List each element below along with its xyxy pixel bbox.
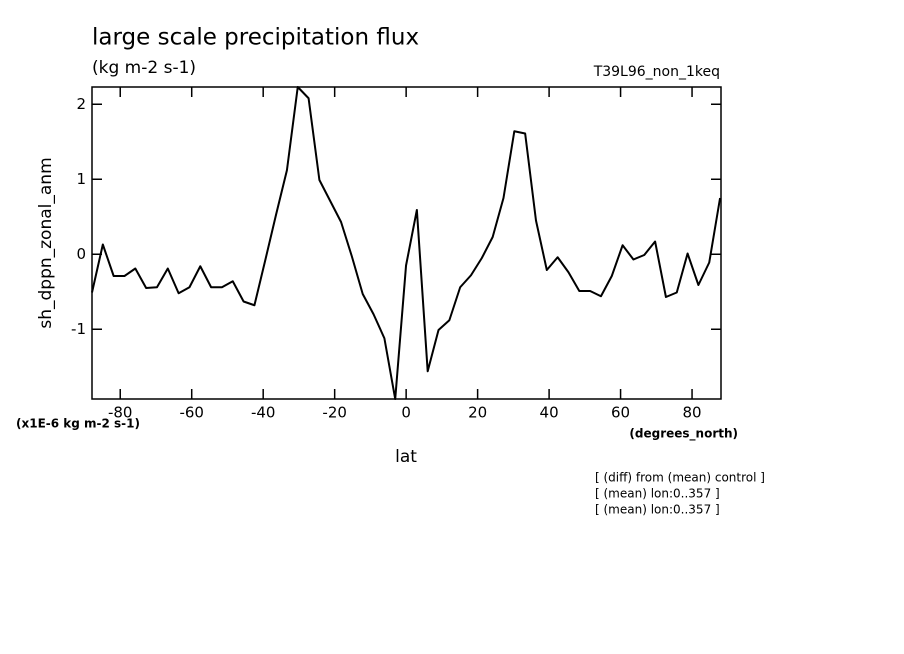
y-units: (x1E-6 kg m-2 s-1): [16, 417, 140, 431]
chart-title: large scale precipitation flux: [92, 25, 419, 51]
note: [ (mean) lon:0..357 ]: [595, 487, 720, 501]
y-tick-label: 1: [76, 170, 86, 188]
x-tick-label: -60: [179, 404, 204, 422]
x-units: (degrees_north): [629, 427, 738, 442]
x-axis-label: lat: [395, 447, 417, 467]
chart-subtitle: (kg m-2 s-1): [92, 58, 196, 78]
y-tick-label: -1: [71, 320, 86, 338]
x-tick-label: 0: [401, 404, 411, 422]
x-tick-label: 20: [468, 404, 487, 422]
x-tick-label: 80: [683, 404, 702, 422]
y-tick-label: 0: [76, 245, 86, 263]
x-tick-label: 40: [540, 404, 559, 422]
note: [ (mean) lon:0..357 ]: [595, 503, 720, 517]
note: [ (diff) from (mean) control ]: [595, 471, 765, 485]
y-tick-label: 2: [76, 95, 86, 113]
data-line: [91, 86, 722, 400]
y-axis-label: sh_dppn_zonal_anm: [36, 157, 56, 328]
x-tick-label: -20: [322, 404, 347, 422]
x-tick-label: 60: [611, 404, 630, 422]
x-tick-label: -40: [251, 404, 276, 422]
run-label: T39L96_non_1keq: [593, 64, 720, 80]
x-tick-label: -80: [108, 404, 133, 422]
plot-frame: [91, 86, 722, 400]
